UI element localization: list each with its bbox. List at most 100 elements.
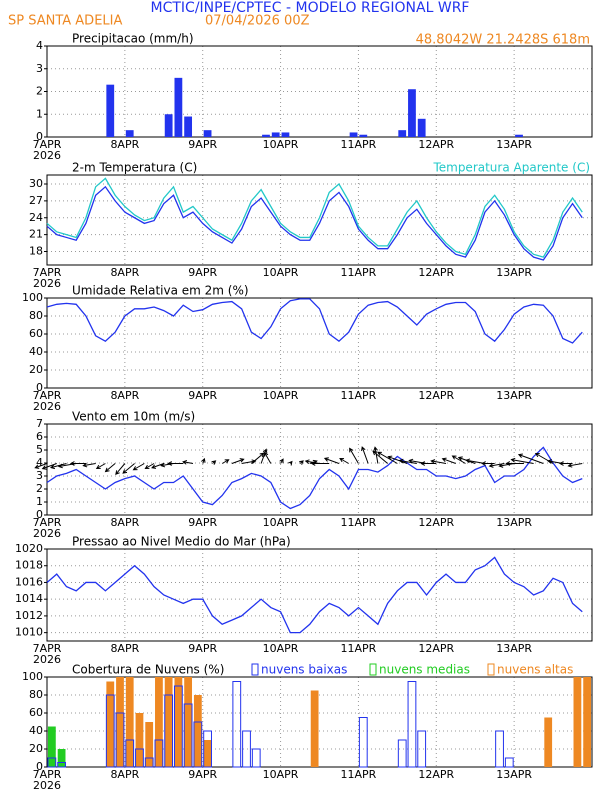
legend-label: nuvens medias bbox=[379, 663, 470, 677]
wind-arrow bbox=[430, 459, 447, 464]
panel-frame bbox=[46, 45, 593, 138]
y-tick-label: 0 bbox=[36, 381, 43, 394]
wind-arrow bbox=[211, 460, 217, 465]
wind-arrow bbox=[82, 462, 96, 468]
y-tick-label: 60 bbox=[29, 706, 43, 719]
panel-title: Precipitacao (mm/h) bbox=[72, 32, 194, 46]
wind-arrow bbox=[299, 460, 304, 465]
y-tick-label: 1016 bbox=[15, 575, 43, 588]
panel-frame bbox=[46, 423, 593, 516]
wind-arrow bbox=[264, 451, 272, 464]
bar bbox=[125, 677, 134, 767]
bar bbox=[417, 118, 426, 137]
x-tick-label: 12APR bbox=[418, 768, 454, 781]
bar bbox=[184, 677, 193, 767]
y-tick-label: 1018 bbox=[15, 559, 43, 572]
wind-arrow bbox=[339, 457, 349, 464]
wind-arrow bbox=[323, 457, 340, 464]
y-tick-label: 27 bbox=[29, 194, 43, 207]
bar bbox=[271, 132, 280, 137]
bar bbox=[115, 712, 125, 768]
bar bbox=[203, 730, 212, 768]
bar bbox=[583, 677, 592, 767]
station: SP SANTA ADELIA bbox=[8, 14, 122, 29]
x-tick-label: 10APR bbox=[263, 642, 299, 655]
wind-arrow bbox=[41, 463, 57, 470]
wind-arrow bbox=[441, 457, 456, 464]
x-tick-label: 8APR bbox=[110, 266, 139, 279]
x-tick-label: 10APR bbox=[263, 516, 299, 529]
bar bbox=[125, 130, 134, 137]
legend-label: Temperatura Aparente (C) bbox=[432, 161, 590, 175]
year-label: 2026 bbox=[33, 277, 61, 290]
bar bbox=[397, 739, 407, 768]
x-tick-label: 13APR bbox=[496, 516, 532, 529]
bar bbox=[135, 748, 144, 768]
panel-frame bbox=[46, 676, 593, 768]
wind-arrow bbox=[57, 463, 77, 469]
bar bbox=[183, 703, 193, 768]
y-tick-label: 60 bbox=[29, 327, 43, 340]
bar bbox=[155, 677, 163, 767]
x-tick-label: 8APR bbox=[110, 516, 139, 529]
y-tick-label: 1010 bbox=[15, 626, 43, 639]
x-tick-label: 9APR bbox=[188, 266, 217, 279]
x-tick-label: 9APR bbox=[188, 516, 217, 529]
bar bbox=[504, 757, 514, 768]
line bbox=[46, 446, 583, 510]
panel-title: Vento em 10m (m/s) bbox=[72, 410, 195, 424]
bar bbox=[57, 749, 66, 767]
x-tick-label: 11APR bbox=[341, 516, 377, 529]
x-tick-label: 10APR bbox=[263, 266, 299, 279]
y-tick-label: 18 bbox=[29, 245, 43, 258]
x-tick-label: 9APR bbox=[188, 768, 217, 781]
wind-arrow bbox=[95, 463, 106, 470]
line bbox=[46, 185, 583, 261]
panel-frame bbox=[46, 548, 593, 642]
bar bbox=[242, 730, 251, 768]
x-tick-label: 10APR bbox=[263, 389, 299, 402]
x-tick-label: 11APR bbox=[341, 138, 377, 151]
bar bbox=[193, 695, 202, 767]
y-tick-label: 0 bbox=[36, 130, 43, 143]
bar bbox=[57, 762, 66, 768]
y-tick-label: 40 bbox=[29, 724, 43, 737]
bar bbox=[232, 681, 242, 768]
wind-arrow bbox=[144, 463, 155, 470]
x-tick-label: 7APR bbox=[33, 138, 62, 151]
y-tick-label: 4 bbox=[36, 39, 43, 52]
wind-arrow bbox=[151, 463, 164, 469]
x-tick-label: 13APR bbox=[496, 389, 532, 402]
bar bbox=[359, 134, 368, 137]
panel-frame bbox=[46, 297, 593, 389]
y-tick-label: 21 bbox=[29, 228, 43, 241]
bar bbox=[495, 730, 504, 768]
bar bbox=[310, 690, 319, 767]
y-tick-label: 20 bbox=[29, 363, 43, 376]
bar bbox=[174, 77, 183, 137]
bar bbox=[515, 134, 523, 137]
wind-arrow bbox=[69, 461, 86, 466]
y-tick-label: 6 bbox=[36, 430, 43, 443]
x-tick-label: 8APR bbox=[110, 138, 139, 151]
x-tick-label: 12APR bbox=[418, 516, 454, 529]
y-tick-label: 4 bbox=[36, 456, 43, 469]
panel-frame bbox=[46, 174, 593, 266]
bar bbox=[173, 685, 183, 768]
year-label: 2026 bbox=[33, 779, 61, 792]
x-tick-label: 8APR bbox=[110, 768, 139, 781]
x-tick-label: 7APR bbox=[33, 389, 62, 402]
x-tick-label: 12APR bbox=[418, 266, 454, 279]
x-tick-label: 11APR bbox=[341, 389, 377, 402]
wind-arrow bbox=[182, 460, 194, 465]
wind-arrow bbox=[122, 463, 135, 474]
wind-arrow bbox=[567, 463, 583, 468]
x-tick-label: 8APR bbox=[110, 389, 139, 402]
legend-label: nuvens altas bbox=[497, 663, 573, 677]
legend-label: nuvens baixas bbox=[261, 663, 347, 677]
x-tick-label: 8APR bbox=[110, 642, 139, 655]
wind-arrow bbox=[558, 461, 573, 466]
y-tick-label: 1014 bbox=[15, 592, 43, 605]
